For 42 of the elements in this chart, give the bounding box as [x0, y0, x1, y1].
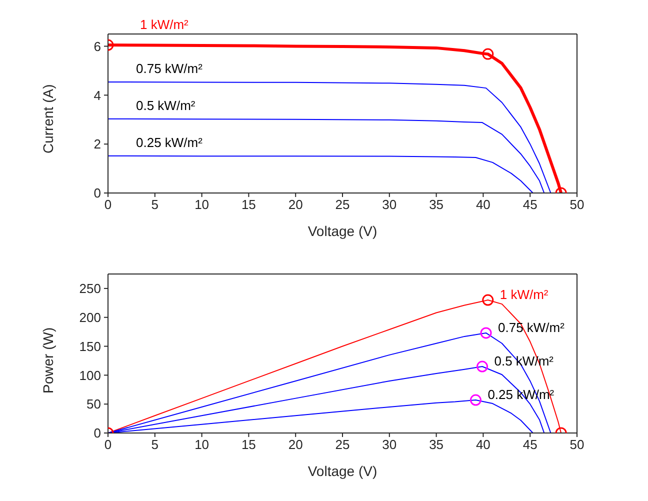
- x-tick-label: 45: [522, 197, 538, 212]
- x-tick-label: 45: [522, 437, 538, 452]
- y-tick-label: 200: [79, 310, 101, 325]
- x-tick-label: 50: [570, 197, 584, 212]
- x-tick-label: 0: [104, 437, 112, 452]
- y-tick-label: 0: [94, 426, 101, 441]
- x-tick-label: 15: [241, 437, 256, 452]
- x-tick-label: 10: [194, 437, 210, 452]
- y-tick-label: 150: [79, 338, 101, 354]
- x-tick-label: 20: [288, 197, 303, 212]
- x-tick-label: 25: [335, 437, 350, 452]
- x-axis-title: Voltage (V): [308, 223, 378, 239]
- series-label: 0.75 kW/m²: [136, 60, 204, 76]
- x-tick-label: 10: [194, 197, 210, 212]
- y-tick-label: 4: [94, 88, 101, 103]
- y-tick-label: 0: [94, 186, 101, 201]
- series-label: 0.5 kW/m²: [136, 98, 196, 113]
- x-tick-label: 15: [241, 197, 256, 212]
- y-tick-label: 250: [79, 281, 101, 296]
- x-tick-label: 25: [335, 197, 350, 212]
- x-tick-label: 40: [476, 197, 490, 212]
- y-tick-label: 6: [94, 38, 101, 54]
- series-label: 1 kW/m²: [140, 17, 190, 32]
- series-label: 1 kW/m²: [500, 287, 549, 302]
- y-axis-title: Current (A): [40, 84, 56, 154]
- series-label: 0.75 kW/m²: [498, 320, 566, 335]
- y-tick-label: 2: [94, 136, 101, 152]
- x-tick-label: 5: [151, 437, 159, 452]
- x-tick-label: 35: [429, 437, 444, 452]
- x-tick-label: 0: [104, 197, 112, 212]
- x-tick-label: 35: [429, 197, 444, 212]
- x-tick-label: 50: [570, 437, 584, 452]
- y-tick-label: 100: [79, 368, 101, 383]
- x-tick-label: 20: [288, 437, 303, 452]
- x-tick-label: 5: [151, 197, 159, 212]
- x-tick-label: 40: [476, 437, 490, 452]
- x-tick-label: 30: [382, 437, 397, 452]
- y-tick-label: 50: [86, 396, 101, 412]
- series-label: 0.25 kW/m²: [136, 134, 204, 150]
- x-tick-label: 30: [382, 197, 397, 212]
- y-axis-title: Power (W): [40, 327, 56, 394]
- x-axis-title: Voltage (V): [308, 463, 378, 479]
